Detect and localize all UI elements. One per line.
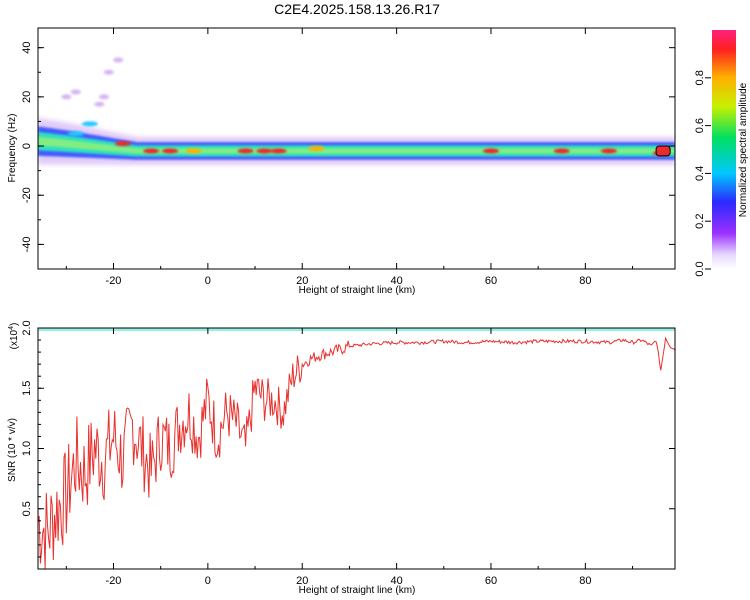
colorbar-label: Normalized spectral amplitude [738,82,749,217]
x-tick-label: 80 [579,275,591,287]
chart-title: C2E4.2025.158.13.26.R17 [274,1,440,17]
hotspot [482,148,499,154]
x-tick-label: -20 [106,275,122,287]
colorbar-ticks: 0.0 0.2 0.4 0.6 0.8 [694,70,711,277]
x-tick-label: 40 [390,575,402,587]
scatter-blob [103,69,114,75]
scatter-blob [61,94,72,100]
snr-xlabel: Height of straight line (km) [299,585,416,596]
hotspot [256,148,273,154]
scatter-blob [99,94,110,100]
snr-ylabel: SNR (10 * v/v) [7,418,18,482]
x-tick-label: 60 [485,275,497,287]
y-tick-label: 20 [21,91,33,103]
colorbar-tick-label: 0.0 [694,261,706,276]
snr-panel: -20 0 20 40 60 80 0.5 1.0 1.5 2.0 Height of strai… [7,320,676,596]
scatter-blob [113,57,124,63]
snr-marks [38,328,675,569]
snr-top-band [38,328,675,331]
spectrogram-xlabel: Height of straight line (km) [299,285,416,296]
hotspot [600,148,617,154]
x-tick-label: 0 [205,275,211,287]
y-tick-label: -20 [21,187,33,203]
hotspot [270,148,287,154]
hotspot [162,148,179,154]
hotspot [185,148,202,154]
colorbar-tick-label: 0.8 [694,70,706,85]
hotspot [143,148,160,154]
hotspot [81,121,98,127]
snr-scale-note: (x104) [8,323,20,350]
colorbar-tick-label: 0.2 [694,214,706,229]
colorbar-tick-label: 0.4 [694,166,706,181]
y-tick-label: 1.5 [21,381,33,396]
scatter-blob [70,89,81,95]
spectrogram-ticks: -20 0 20 40 60 80 -40 -20 0 20 40 [21,28,675,287]
x-tick-label: 0 [205,575,211,587]
scatter-blob [94,101,105,107]
x-tick-label: 20 [296,575,308,587]
y-tick-label: 1.0 [21,441,33,456]
x-tick-label: 20 [296,275,308,287]
x-tick-label: 40 [390,275,402,287]
y-tick-label: 2.0 [21,320,33,335]
x-tick-label: -20 [106,575,122,587]
ridge-endcap [655,145,671,157]
spectrogram-frame [37,27,676,270]
y-tick-label: 0.5 [21,501,33,516]
colorbar-gradient [712,30,736,269]
snr-series-line [38,336,675,569]
hotspot [308,146,325,151]
y-tick-label: -40 [21,236,33,252]
hotspot [67,131,84,137]
hotspot [553,148,570,154]
colorbar: 0.0 0.2 0.4 0.6 0.8 Normalized spectral ampl… [694,30,749,277]
y-tick-label: 40 [21,42,33,54]
hotspot [237,148,254,154]
hotspot [114,141,131,147]
spectrogram-ylabel: Frequency (Hz) [7,114,18,183]
y-tick-label: 0 [21,143,33,149]
spectrogram-panel: -20 0 20 40 60 80 -40 -20 0 20 40 Height of straig… [7,27,676,296]
spectrogram-marks [38,57,675,165]
snr-ticks: -20 0 20 40 60 80 0.5 1.0 1.5 2.0 [21,320,675,587]
colorbar-tick-label: 0.6 [694,118,706,133]
x-tick-label: 80 [579,575,591,587]
x-tick-label: 60 [485,575,497,587]
